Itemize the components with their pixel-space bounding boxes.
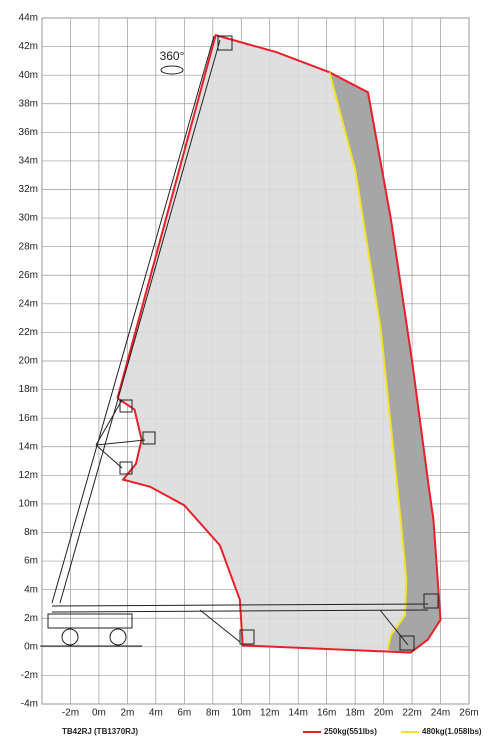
boom [95,444,123,469]
x-tick-label: 22m [402,708,421,719]
y-tick-label: 0m [24,641,38,652]
x-tick-label: 18m [345,708,364,719]
boom [59,39,221,604]
y-tick-label: 40m [19,70,38,81]
basket [239,629,255,645]
envelope-line [116,33,442,654]
y-tick-label: 4m [24,584,38,595]
annotation: 360° [160,49,185,63]
x-tick-label: 2m [120,708,134,719]
y-tick-label: 42m [19,41,38,52]
basket [217,35,233,51]
x-tick-label: 16m [317,708,336,719]
boom [51,35,215,604]
wheel [109,628,127,646]
envelope-line [328,72,408,650]
y-tick-label: 18m [19,384,38,395]
x-tick-label: 8m [206,708,220,719]
y-tick-label: 30m [19,213,38,224]
basket [119,399,133,413]
boom [51,603,429,607]
y-tick-label: 14m [19,441,38,452]
y-tick-label: 8m [24,527,38,538]
chart-title: TB42RJ (TB1370RJ) [62,727,138,736]
y-tick-label: 34m [19,156,38,167]
boom [51,609,429,613]
legend-label: 250kg(551lbs) [324,727,377,736]
y-tick-label: 22m [19,327,38,338]
x-tick-label: 0m [92,708,106,719]
boom [199,609,241,643]
x-tick-label: -2m [62,708,79,719]
legend: 250kg(551lbs) 480kg(1.058lbs) [303,727,482,736]
legend-label: 480kg(1.058lbs) [422,727,482,736]
boom [95,439,146,446]
x-tick-label: 20m [374,708,393,719]
y-tick-label: 26m [19,270,38,281]
y-tick-label: 38m [19,98,38,109]
y-tick-label: -2m [21,670,38,681]
machine-drawing [40,35,439,651]
x-tick-label: 4m [149,708,163,719]
y-tick-label: 36m [19,127,38,138]
y-tick-label: 6m [24,556,38,567]
y-tick-label: 32m [19,184,38,195]
rotation-icon [160,65,184,75]
y-tick-label: 20m [19,356,38,367]
x-tick-label: 26m [459,708,478,719]
boom [379,609,409,646]
wheel [61,628,79,646]
y-tick-label: -4m [21,699,38,710]
x-tick-label: 14m [288,708,307,719]
basket [399,635,415,651]
areas [116,33,442,654]
x-tick-label: 24m [431,708,450,719]
y-tick-label: 16m [19,413,38,424]
boom [95,399,123,446]
y-tick-label: 12m [19,470,38,481]
chassis [47,613,133,629]
x-tick-label: 12m [260,708,279,719]
y-tick-label: 24m [19,298,38,309]
y-tick-label: 10m [19,499,38,510]
basket [423,593,439,609]
y-tick-label: 2m [24,613,38,624]
y-tick-label: 44m [19,13,38,24]
x-tick-label: 10m [232,708,251,719]
basket [119,461,133,475]
basket [142,431,156,445]
x-tick-label: 6m [177,708,191,719]
y-tick-label: 28m [19,241,38,252]
